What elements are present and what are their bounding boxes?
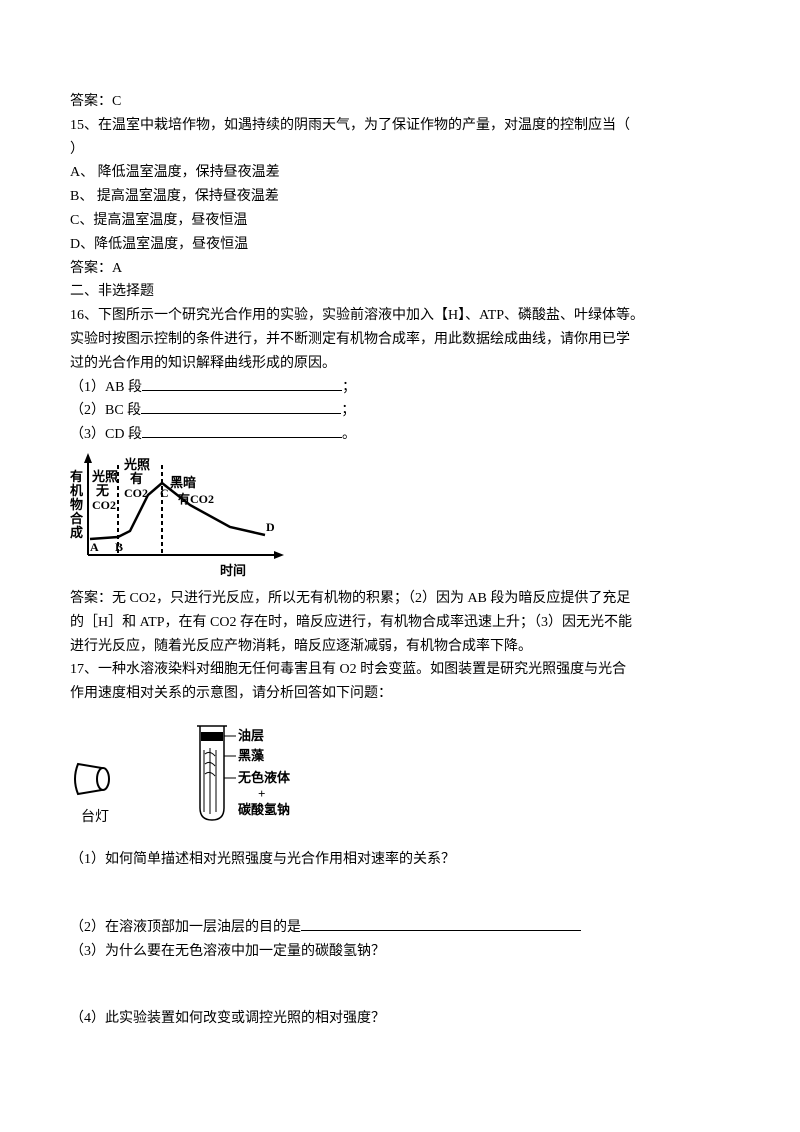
svg-text:B: B <box>115 540 123 554</box>
q17-figure-row: 台灯 油层 黑藻 无色液体 + 碳酸氢钠 <box>70 720 730 830</box>
svg-text:时间: 时间 <box>220 563 246 578</box>
q15-stem-2: ） <box>70 138 730 162</box>
svg-text:无色液体: 无色液体 <box>237 770 291 785</box>
q17-text-1: 17、一种水溶液染料对细胞无任何毒害且有 O2 时会变蓝。如图装置是研究光照强度… <box>70 658 730 682</box>
q16-text-3: 过的光合作用的知识解释曲线形成的原因。 <box>70 352 730 376</box>
q17-lamp: 台灯 <box>70 758 120 830</box>
q15-stem-1: 15、在温室中栽培作物，如遇持续的阴雨天气，为了保证作物的产量，对温度的控制应当… <box>70 114 730 138</box>
answer-prev: 答案：C <box>70 90 730 114</box>
q15-answer: 答案：A <box>70 257 730 281</box>
section-2-heading: 二、非选择题 <box>70 280 730 304</box>
q17-p2-pre: （2）在溶液顶部加一层油层的目的是 <box>70 920 301 935</box>
q17-p1: （1）如何简单描述相对光照强度与光合作用相对速率的关系？ <box>70 848 730 872</box>
q15-opt-a: A、 降低温室温度，保持昼夜温差 <box>70 161 730 185</box>
svg-text:光照: 光照 <box>91 469 118 484</box>
svg-text:黑藻: 黑藻 <box>238 748 265 763</box>
svg-text:机: 机 <box>70 483 83 498</box>
svg-text:黑暗: 黑暗 <box>170 475 196 490</box>
svg-text:D: D <box>266 520 275 534</box>
svg-text:碳酸氢钠: 碳酸氢钠 <box>238 802 290 817</box>
blank-field <box>142 423 342 438</box>
q16-answer-3: 进行光反应，随着光反应产物消耗，暗反应逐渐减弱，有机物合成率下降。 <box>70 635 730 659</box>
svg-text:油层: 油层 <box>238 728 264 743</box>
q15-opt-d: D、降低温室温度，昼夜恒温 <box>70 233 730 257</box>
blank-field <box>141 399 341 414</box>
test-tube-diagram: 油层 黑藻 无色液体 + 碳酸氢钠 <box>180 720 340 830</box>
svg-text:物: 物 <box>70 497 83 512</box>
q16-blank-3: （3）CD 段 。 <box>70 423 730 447</box>
q16-answer-2: 的［H］和 ATP，在有 CO2 存在时，暗反应进行，有机物合成率迅速上升；（3… <box>70 611 730 635</box>
q16-b3-pre: （3）CD 段 <box>70 427 142 442</box>
q16-blank-2: （2）BC 段 ； <box>70 399 730 423</box>
q16-b2-pre: （2）BC 段 <box>70 403 141 418</box>
lamp-icon <box>70 758 120 800</box>
lamp-label: 台灯 <box>81 806 109 830</box>
q16-b1-post: ； <box>342 380 356 395</box>
svg-text:CO2: CO2 <box>92 498 116 512</box>
svg-text:C: C <box>160 486 169 500</box>
svg-text:无: 无 <box>95 483 109 498</box>
q16-answer-1: 答案：无 CO2，只进行光反应，所以无有机物的积累；（2）因为 AB 段为暗反应… <box>70 587 730 611</box>
q16-b2-post: ； <box>341 403 355 418</box>
svg-text:A: A <box>90 540 99 554</box>
q16-b3-post: 。 <box>342 427 356 442</box>
q17-p2: （2）在溶液顶部加一层油层的目的是 <box>70 916 730 940</box>
q16-chart: 有 机 物 合 成 光照 无 CO2 光照 有 CO2 黑暗 有CO2 A B … <box>70 447 300 587</box>
q17-p4: （4）此实验装置如何改变或调控光照的相对强度？ <box>70 1007 730 1031</box>
svg-text:成: 成 <box>70 525 83 540</box>
svg-text:光照: 光照 <box>123 457 150 472</box>
q15-opt-c: C、提高温室温度，昼夜恒温 <box>70 209 730 233</box>
svg-text:有: 有 <box>70 469 83 484</box>
svg-text:合: 合 <box>70 511 84 526</box>
q17-p3: （3）为什么要在无色溶液中加一定量的碳酸氢钠？ <box>70 940 730 964</box>
q17-text-2: 作用速度相对关系的示意图，请分析回答如下问题： <box>70 682 730 706</box>
q16-b1-pre: （1）AB 段 <box>70 380 142 395</box>
blank-field <box>142 376 342 391</box>
blank-field <box>301 916 581 931</box>
q15-opt-b: B、 提高温室温度，保持昼夜温差 <box>70 185 730 209</box>
svg-text:+: + <box>258 786 265 801</box>
q16-text-1: 16、下图所示一个研究光合作用的实验，实验前溶液中加入【H】、ATP、磷酸盐、叶… <box>70 304 730 328</box>
q16-blank-1: （1）AB 段 ； <box>70 376 730 400</box>
svg-text:有: 有 <box>130 471 143 486</box>
q16-text-2: 实验时按图示控制的条件进行，并不断测定有机物合成率，用此数据绘成曲线，请你用已学 <box>70 328 730 352</box>
svg-text:CO2: CO2 <box>124 486 148 500</box>
